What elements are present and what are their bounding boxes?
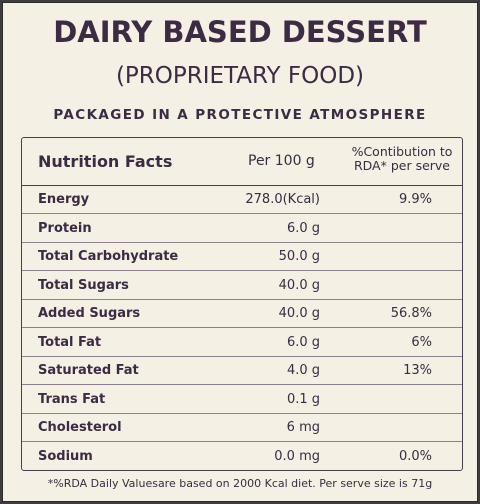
table-row: Saturated Fat 4.0 g 13%: [22, 357, 462, 385]
product-title: DAIRY BASED DESSERT: [53, 15, 427, 49]
table-row: Total Fat 6.0 g 6%: [22, 329, 462, 357]
nutrient-name: Total Carbohydrate: [38, 249, 179, 264]
nutrient-per-100g: 4.0 g: [286, 363, 320, 378]
nutrient-per-100g: 0.1 g: [286, 391, 320, 407]
table-row: Added Sugars 40.0 g 56.8%: [22, 300, 462, 328]
nutrient-rda: 9.9%: [398, 192, 432, 207]
nutrient-name: Sodium: [38, 448, 93, 464]
nutrient-per-100g: 6.0 g: [286, 220, 320, 236]
table-row: Total Sugars 40.0 g: [22, 272, 462, 300]
nutrient-per-100g: 0.0 mg: [274, 448, 320, 464]
table-row: Total Carbohydrate 50.0 g: [22, 243, 462, 271]
column-header-rda-line2: RDA* per serve: [353, 158, 451, 173]
column-header-per-100g: Per 100 g: [248, 153, 315, 169]
nutrient-rda: 0.0%: [398, 448, 432, 464]
product-subtitle: (PROPRIETARY FOOD): [115, 63, 365, 89]
nutrient-name: Added Sugars: [38, 306, 141, 321]
column-header-rda: %Contibution to RDA* per serve: [342, 145, 462, 173]
table-header: Nutrition Facts Per 100 g %Contibution t…: [22, 138, 462, 186]
packaging-note: PACKAGED IN A PROTECTIVE ATMOSPHERE: [53, 107, 427, 123]
nutrient-rda: 56.8%: [390, 306, 432, 321]
nutrient-per-100g: 50.0 g: [278, 249, 320, 264]
table-row: Trans Fat 0.1 g: [22, 386, 462, 414]
nutrient-per-100g: 6.0 g: [286, 334, 320, 350]
nutrient-per-100g: 278.0(Kcal): [245, 192, 320, 207]
nutrition-table: Nutrition Facts Per 100 g %Contibution t…: [21, 137, 463, 471]
column-header-rda-line1: %Contibution to: [351, 144, 453, 159]
nutrient-rda: 13%: [403, 363, 432, 378]
nutrient-per-100g: 6 mg: [286, 420, 320, 435]
table-row: Energy 278.0(Kcal) 9.9%: [22, 186, 462, 214]
nutrient-name: Total Fat: [38, 334, 102, 350]
nutrient-name: Energy: [38, 192, 90, 207]
table-row: Cholesterol 6 mg: [22, 414, 462, 442]
footnote: *%RDA Daily Valuesare based on 2000 Kcal…: [47, 477, 433, 490]
nutrient-name: Saturated Fat: [38, 363, 139, 378]
nutrient-name: Cholesterol: [38, 420, 122, 435]
table-row: Sodium 0.0 mg 0.0%: [22, 443, 462, 471]
nutrient-rda: 6%: [411, 334, 432, 350]
nutrient-name: Trans Fat: [38, 391, 106, 407]
nutrient-name: Protein: [38, 220, 92, 236]
column-header-name: Nutrition Facts: [38, 152, 173, 171]
nutrient-per-100g: 40.0 g: [278, 306, 320, 321]
table-row: Protein 6.0 g: [22, 215, 462, 243]
nutrient-name: Total Sugars: [38, 277, 129, 293]
nutrient-per-100g: 40.0 g: [278, 277, 320, 293]
